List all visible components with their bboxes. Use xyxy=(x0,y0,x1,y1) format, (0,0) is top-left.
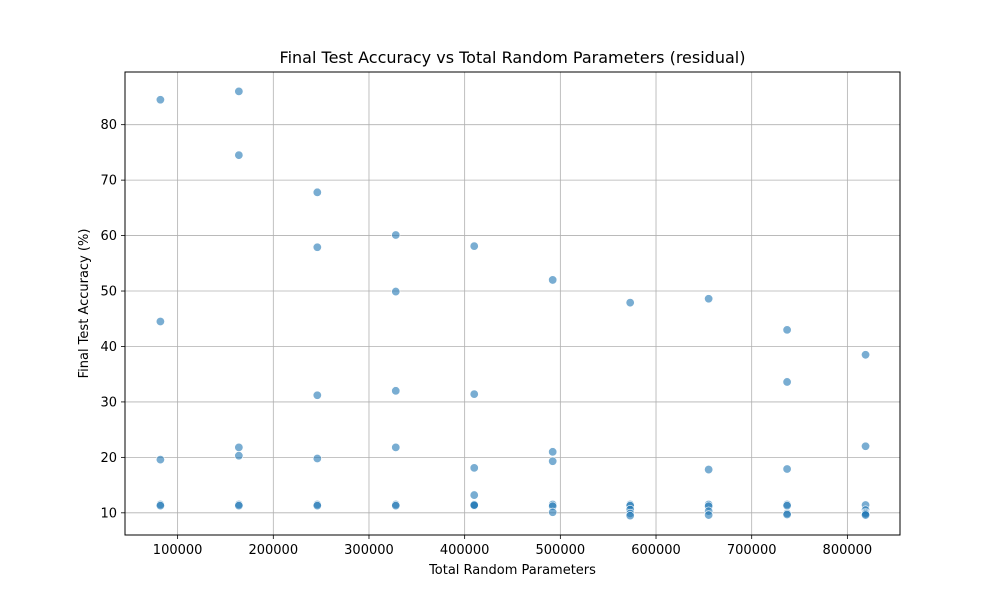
data-point xyxy=(391,287,401,297)
data-point xyxy=(155,455,165,465)
data-point xyxy=(234,150,244,160)
data-point xyxy=(782,325,792,335)
data-point xyxy=(469,490,479,500)
data-point xyxy=(312,187,322,197)
chart-title: Final Test Accuracy vs Total Random Para… xyxy=(280,48,746,67)
data-point xyxy=(625,298,635,308)
y-tick-label: 10 xyxy=(100,506,117,521)
x-tick-label: 500000 xyxy=(536,543,586,558)
y-tick-label: 70 xyxy=(100,174,117,189)
data-point xyxy=(155,501,165,511)
data-point xyxy=(782,509,792,519)
data-point xyxy=(312,453,322,463)
y-axis-ticks: 10 20 30 40 50 60 70 80 xyxy=(100,118,125,521)
x-tick-label: 100000 xyxy=(153,543,203,558)
data-point xyxy=(312,501,322,511)
x-tick-label: 600000 xyxy=(631,543,681,558)
data-point xyxy=(155,317,165,327)
data-point xyxy=(312,390,322,400)
data-point xyxy=(704,510,714,520)
data-point xyxy=(782,377,792,387)
x-tick-label: 800000 xyxy=(823,543,873,558)
x-tick-label: 300000 xyxy=(344,543,394,558)
data-point xyxy=(155,95,165,105)
data-point xyxy=(782,464,792,474)
data-point xyxy=(861,510,871,520)
y-tick-label: 20 xyxy=(100,451,117,466)
data-point xyxy=(625,511,635,521)
x-tick-label: 200000 xyxy=(248,543,298,558)
y-tick-label: 60 xyxy=(100,229,117,244)
x-axis-ticks: 100000 200000 300000 400000 500000 600000 7000… xyxy=(153,535,872,558)
data-point xyxy=(469,389,479,399)
data-point xyxy=(391,501,401,511)
x-tick-label: 700000 xyxy=(727,543,777,558)
data-point xyxy=(234,501,244,511)
data-point xyxy=(469,500,479,510)
y-tick-label: 40 xyxy=(100,340,117,355)
data-point xyxy=(548,447,558,457)
data-point xyxy=(469,241,479,251)
data-point xyxy=(782,501,792,511)
data-point xyxy=(469,463,479,473)
data-point xyxy=(704,294,714,304)
data-point xyxy=(312,242,322,252)
grid xyxy=(125,72,900,535)
plot-frame xyxy=(124,71,901,536)
data-point xyxy=(548,456,558,466)
data-point xyxy=(391,386,401,396)
data-point xyxy=(234,86,244,96)
data-point xyxy=(234,442,244,452)
y-tick-label: 80 xyxy=(100,118,117,133)
y-tick-label: 30 xyxy=(100,395,117,410)
x-axis-label: Total Random Parameters xyxy=(428,563,596,578)
data-point xyxy=(861,441,871,451)
data-points xyxy=(155,86,871,521)
data-point xyxy=(391,230,401,240)
data-point xyxy=(704,465,714,475)
data-point xyxy=(234,451,244,461)
data-point xyxy=(861,350,871,360)
data-point xyxy=(391,442,401,452)
x-tick-label: 400000 xyxy=(440,543,490,558)
data-point xyxy=(548,275,558,285)
data-point xyxy=(548,507,558,517)
y-tick-label: 50 xyxy=(100,285,117,300)
y-axis-label: Final Test Accuracy (%) xyxy=(77,229,92,379)
